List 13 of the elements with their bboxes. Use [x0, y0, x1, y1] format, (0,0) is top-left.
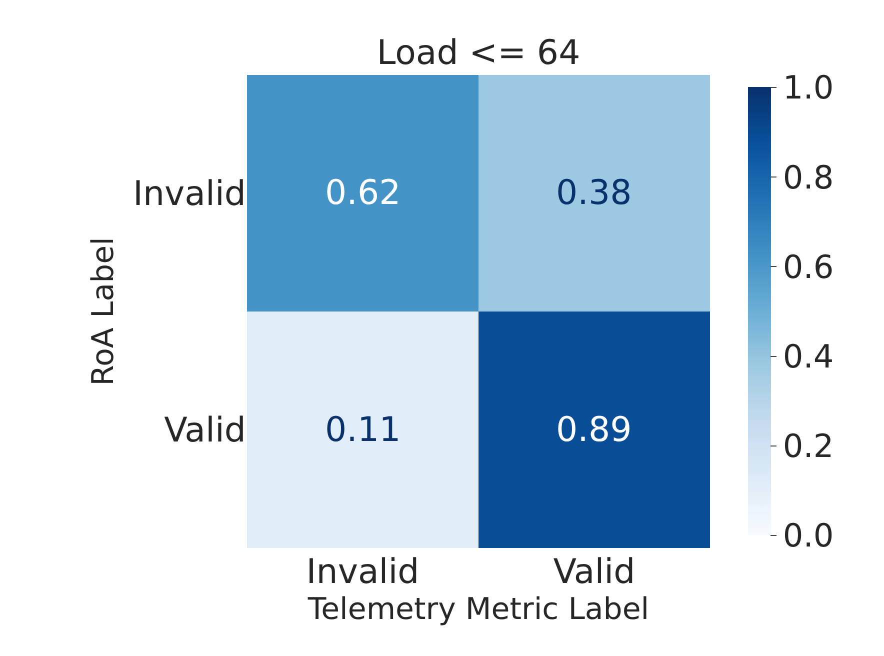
- x-axis-title: Telemetry Metric Label: [306, 592, 650, 627]
- chart-title: Load <= 64: [376, 32, 580, 73]
- color-bar-label: 0.4: [782, 338, 834, 376]
- color-bar-label: 0.8: [782, 158, 834, 196]
- data-label: 0.38: [556, 173, 632, 213]
- y-axis-title: RoA Label: [86, 237, 121, 386]
- color-bar-label: 0.0: [782, 516, 834, 555]
- data-label: 0.11: [325, 410, 401, 450]
- color-bar-label: 1.0: [782, 68, 834, 107]
- color-bar-label: 0.6: [782, 248, 834, 286]
- color-bar-label: 0.2: [782, 427, 834, 466]
- data-label: 0.62: [325, 173, 401, 213]
- data-label: 0.89: [556, 410, 632, 450]
